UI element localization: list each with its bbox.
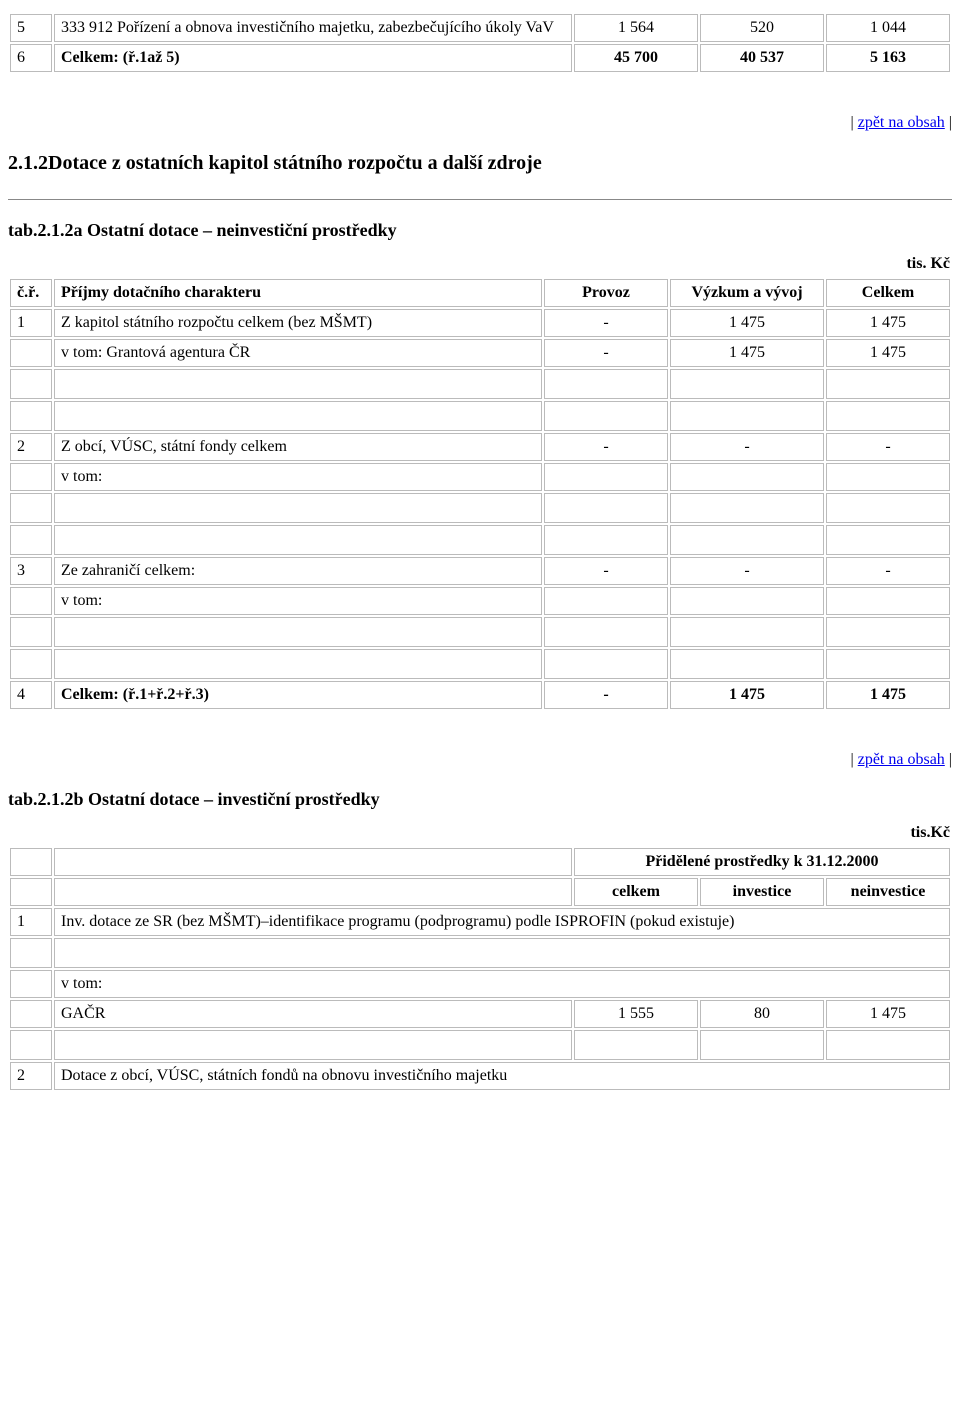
table-row-empty — [10, 649, 950, 679]
table-row: 6 Celkem: (ř.1až 5) 45 700 40 537 5 163 — [10, 44, 950, 72]
row-desc: v tom: Grantová agentura ČR — [54, 339, 542, 367]
row-desc: v tom: — [54, 587, 542, 615]
top-table: 5 333 912 Pořízení a obnova investičního… — [8, 12, 952, 74]
cell: - — [544, 339, 668, 367]
cell: 520 — [700, 14, 824, 42]
cell: 1 475 — [826, 339, 950, 367]
row-desc: 333 912 Pořízení a obnova investičního m… — [54, 14, 572, 42]
row-num: 2 — [10, 433, 52, 461]
row-num: 3 — [10, 557, 52, 585]
cell: 45 700 — [574, 44, 698, 72]
cell: - — [544, 309, 668, 337]
unit-label: tis. Kč — [8, 255, 950, 273]
table-row: 1 Z kapitol státního rozpočtu celkem (be… — [10, 309, 950, 337]
cell: 40 537 — [700, 44, 824, 72]
table-row-empty — [10, 369, 950, 399]
cell: 5 163 — [826, 44, 950, 72]
row-desc: Z obcí, VÚSC, státní fondy celkem — [54, 433, 542, 461]
col-header: investice — [700, 878, 824, 906]
table-212a: č.ř. Příjmy dotačního charakteru Provoz … — [8, 277, 952, 711]
cell: 1 475 — [826, 681, 950, 709]
table-row: 1 Inv. dotace ze SR (bez MŠMT)–identifik… — [10, 908, 950, 936]
table-row: v tom: — [10, 463, 950, 491]
col-header: Příjmy dotačního charakteru — [54, 279, 542, 307]
row-num: 6 — [10, 44, 52, 72]
link-suffix: | — [949, 114, 952, 131]
cell: - — [670, 433, 824, 461]
table-row-empty — [10, 1030, 950, 1060]
table-row-empty — [10, 617, 950, 647]
col-header-span: Přidělené prostředky k 31.12.2000 — [574, 848, 950, 876]
cell: - — [544, 433, 668, 461]
row-num — [10, 339, 52, 367]
col-header: celkem — [574, 878, 698, 906]
cell: 1 475 — [670, 681, 824, 709]
table-row: v tom: — [10, 587, 950, 615]
table-header-row: celkem investice neinvestice — [10, 878, 950, 906]
table-header-row: Přidělené prostředky k 31.12.2000 — [10, 848, 950, 876]
table-212b: Přidělené prostředky k 31.12.2000 celkem… — [8, 846, 952, 1092]
subsection-heading-212b: tab.2.1.2b Ostatní dotace – investiční p… — [8, 789, 952, 810]
row-desc: Celkem: (ř.1+ř.2+ř.3) — [54, 681, 542, 709]
row-desc: Inv. dotace ze SR (bez MŠMT)–identifikac… — [54, 908, 950, 936]
link-prefix: | — [851, 114, 854, 131]
col-header: Celkem — [826, 279, 950, 307]
table-header-row: č.ř. Příjmy dotačního charakteru Provoz … — [10, 279, 950, 307]
cell: 1 044 — [826, 14, 950, 42]
row-num: 5 — [10, 14, 52, 42]
divider — [8, 199, 952, 200]
table-row: GAČR 1 555 80 1 475 — [10, 1000, 950, 1028]
back-link-container: | zpět na obsah | — [8, 751, 952, 769]
table-row: v tom: — [10, 970, 950, 998]
table-row-empty — [10, 525, 950, 555]
cell: 1 564 — [574, 14, 698, 42]
cell: - — [544, 557, 668, 585]
table-row: 2 Dotace z obcí, VÚSC, státních fondů na… — [10, 1062, 950, 1090]
row-desc: GAČR — [54, 1000, 572, 1028]
cell: 1 475 — [826, 1000, 950, 1028]
cell: 1 475 — [670, 339, 824, 367]
row-desc: Dotace z obcí, VÚSC, státních fondů na o… — [54, 1062, 950, 1090]
table-row: v tom: Grantová agentura ČR - 1 475 1 47… — [10, 339, 950, 367]
cell: 80 — [700, 1000, 824, 1028]
section-heading-212: 2.1.2Dotace z ostatních kapitol státního… — [8, 152, 952, 175]
row-desc: v tom: — [54, 970, 950, 998]
table-row-empty — [10, 938, 950, 968]
table-row: 5 333 912 Pořízení a obnova investičního… — [10, 14, 950, 42]
link-suffix: | — [949, 751, 952, 768]
back-to-contents-link[interactable]: zpět na obsah — [858, 751, 945, 768]
table-row-empty — [10, 493, 950, 523]
row-num: 1 — [10, 309, 52, 337]
row-desc: Celkem: (ř.1až 5) — [54, 44, 572, 72]
cell: 1 475 — [670, 309, 824, 337]
table-row: 2 Z obcí, VÚSC, státní fondy celkem - - … — [10, 433, 950, 461]
col-header: Provoz — [544, 279, 668, 307]
cell: 1 475 — [826, 309, 950, 337]
cell: - — [544, 681, 668, 709]
row-num: 1 — [10, 908, 52, 936]
table-row: 3 Ze zahraničí celkem: - - - — [10, 557, 950, 585]
back-to-contents-link[interactable]: zpět na obsah — [858, 114, 945, 131]
row-num: 2 — [10, 1062, 52, 1090]
table-row-empty — [10, 401, 950, 431]
link-prefix: | — [851, 751, 854, 768]
row-desc: Ze zahraničí celkem: — [54, 557, 542, 585]
subsection-heading-212a: tab.2.1.2a Ostatní dotace – neinvestiční… — [8, 220, 952, 241]
cell: 1 555 — [574, 1000, 698, 1028]
col-header: neinvestice — [826, 878, 950, 906]
row-num: 4 — [10, 681, 52, 709]
col-header: Výzkum a vývoj — [670, 279, 824, 307]
table-row: 4 Celkem: (ř.1+ř.2+ř.3) - 1 475 1 475 — [10, 681, 950, 709]
unit-label: tis.Kč — [8, 824, 950, 842]
cell: - — [826, 557, 950, 585]
col-header: č.ř. — [10, 279, 52, 307]
back-link-container: | zpět na obsah | — [8, 114, 952, 132]
cell: - — [826, 433, 950, 461]
row-desc: v tom: — [54, 463, 542, 491]
cell: - — [670, 557, 824, 585]
row-desc: Z kapitol státního rozpočtu celkem (bez … — [54, 309, 542, 337]
